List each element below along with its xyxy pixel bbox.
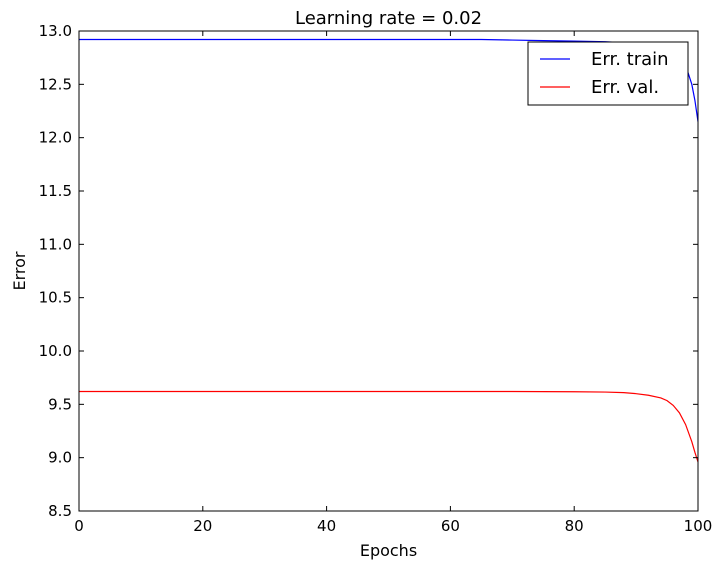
- y-tick-label: 13.0: [39, 22, 72, 40]
- legend-box: [527, 41, 689, 106]
- y-tick-label: 12.0: [39, 129, 72, 147]
- plot-frame: [78, 30, 699, 512]
- series-line-err-val: [79, 390, 698, 463]
- y-tick-label: 10.5: [39, 289, 72, 307]
- chart-title: Learning rate = 0.02: [295, 8, 482, 29]
- legend-label: Err. val.: [591, 77, 659, 98]
- y-tick-label: 9.5: [48, 395, 72, 413]
- y-tick-label: 11.5: [39, 182, 72, 200]
- x-tick-label: 20: [193, 517, 212, 535]
- x-axis-label: Epochs: [360, 541, 417, 560]
- plot-area: 0 20 40 60 80 100 8.5 9.0 9.5 10.0 10.5 11.0 11.5 12.…: [39, 22, 713, 535]
- y-tick-label: 9.0: [48, 449, 72, 467]
- x-tick-label: 60: [441, 517, 460, 535]
- y-tick-label: 10.0: [39, 342, 72, 360]
- x-tick-label: 0: [74, 517, 84, 535]
- x-tick-label: 40: [317, 517, 336, 535]
- y-tick-label: 11.0: [39, 235, 72, 253]
- y-tick-label: 8.5: [48, 502, 72, 520]
- legend-label: Err. train: [591, 49, 669, 70]
- y-axis-label: Error: [10, 251, 29, 290]
- y-tick-label: 12.5: [39, 75, 72, 93]
- x-tick-label: 100: [684, 517, 713, 535]
- x-tick-label: 80: [565, 517, 584, 535]
- legend: Err. train Err. val.: [527, 41, 689, 106]
